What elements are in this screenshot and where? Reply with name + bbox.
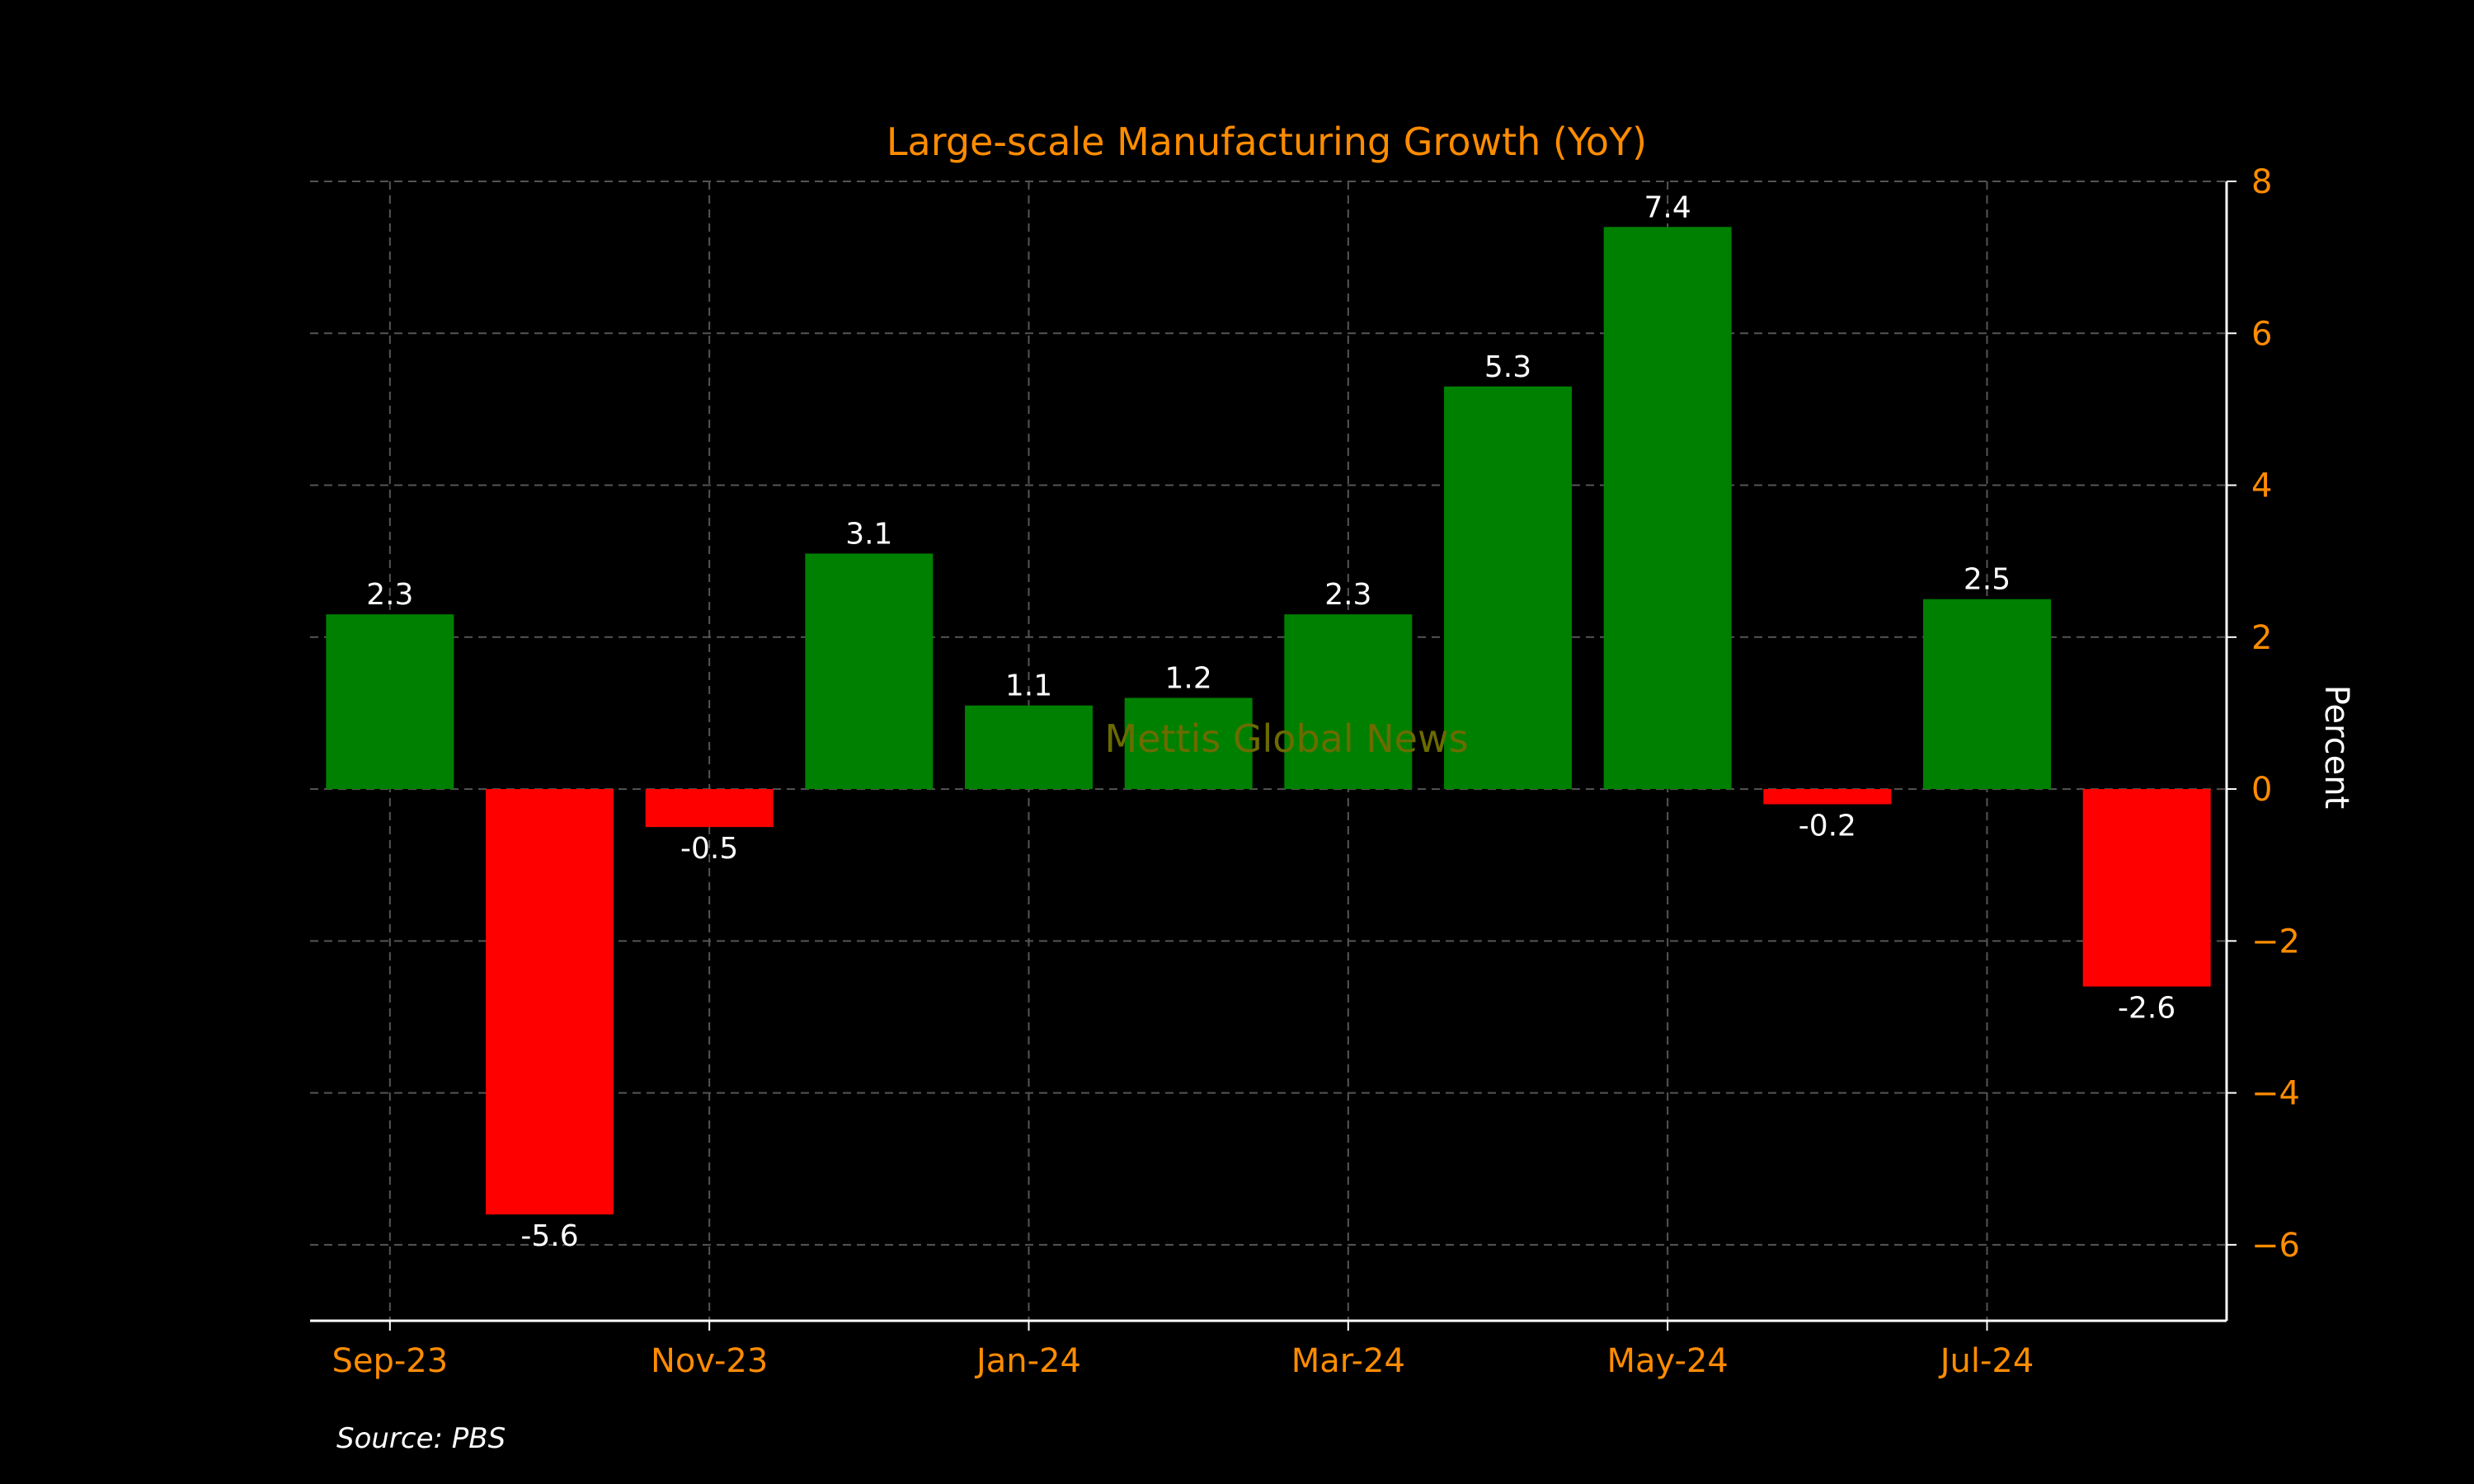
bar <box>326 614 454 790</box>
chart-title: Large-scale Manufacturing Growth (YoY) <box>887 120 1647 164</box>
y-tick-label: −6 <box>2251 1227 2300 1265</box>
y-tick-label: 8 <box>2251 163 2272 201</box>
bar <box>2082 789 2211 987</box>
data-label: -5.6 <box>520 1219 578 1253</box>
tick-labels: −6 −4 −2 0 2 4 6 8 Sep-23 Nov-23 Jan-24 Mar-24 May-2… <box>332 163 2300 1380</box>
y-tick-label: 2 <box>2251 619 2272 657</box>
x-tick-label: Jan-24 <box>974 1342 1081 1380</box>
data-label: 2.5 <box>1964 563 2011 597</box>
data-label: -0.5 <box>680 832 738 866</box>
data-label: 7.4 <box>1644 190 1691 224</box>
watermark: Mettis Global News <box>1104 716 1468 761</box>
bar <box>645 789 774 828</box>
x-tick-label: Sep-23 <box>332 1342 448 1380</box>
bar <box>1444 386 1572 790</box>
x-tick-label: Mar-24 <box>1291 1342 1405 1380</box>
x-tick-label: May-24 <box>1607 1342 1729 1380</box>
bar <box>965 705 1093 790</box>
data-label: 2.3 <box>366 578 413 612</box>
bar <box>1603 227 1732 790</box>
data-label: 3.1 <box>845 517 892 551</box>
bar <box>805 553 934 790</box>
x-tick-label: Nov-23 <box>651 1342 768 1380</box>
bars <box>326 227 2211 1215</box>
y-axis-label: Percent <box>2317 685 2355 810</box>
x-tick-label: Jul-24 <box>1938 1342 2034 1380</box>
y-tick-label: 4 <box>2251 467 2272 505</box>
bar <box>1763 789 1892 805</box>
data-label: 1.2 <box>1165 662 1212 696</box>
grid <box>310 181 2227 1321</box>
axes <box>310 181 2236 1331</box>
y-tick-label: 6 <box>2251 315 2272 353</box>
y-tick-label: 0 <box>2251 771 2272 809</box>
y-tick-label: −4 <box>2251 1075 2300 1113</box>
bar <box>1284 614 1413 790</box>
data-label: -2.6 <box>2118 992 2175 1026</box>
data-label: 1.1 <box>1005 669 1052 703</box>
data-label: 2.3 <box>1324 578 1371 612</box>
bar <box>1124 697 1253 790</box>
value-labels: 2.3 -5.6 -0.5 3.1 1.1 1.2 2.3 5.3 7.4 -0.2 2.5 -2.6 <box>366 190 2175 1253</box>
y-tick-label: −2 <box>2251 923 2300 960</box>
data-label: -0.2 <box>1799 809 1856 843</box>
data-label: 5.3 <box>1484 350 1531 384</box>
source-note: Source: PBS <box>336 1422 506 1455</box>
bar <box>486 789 614 1215</box>
bar <box>1923 599 2051 790</box>
